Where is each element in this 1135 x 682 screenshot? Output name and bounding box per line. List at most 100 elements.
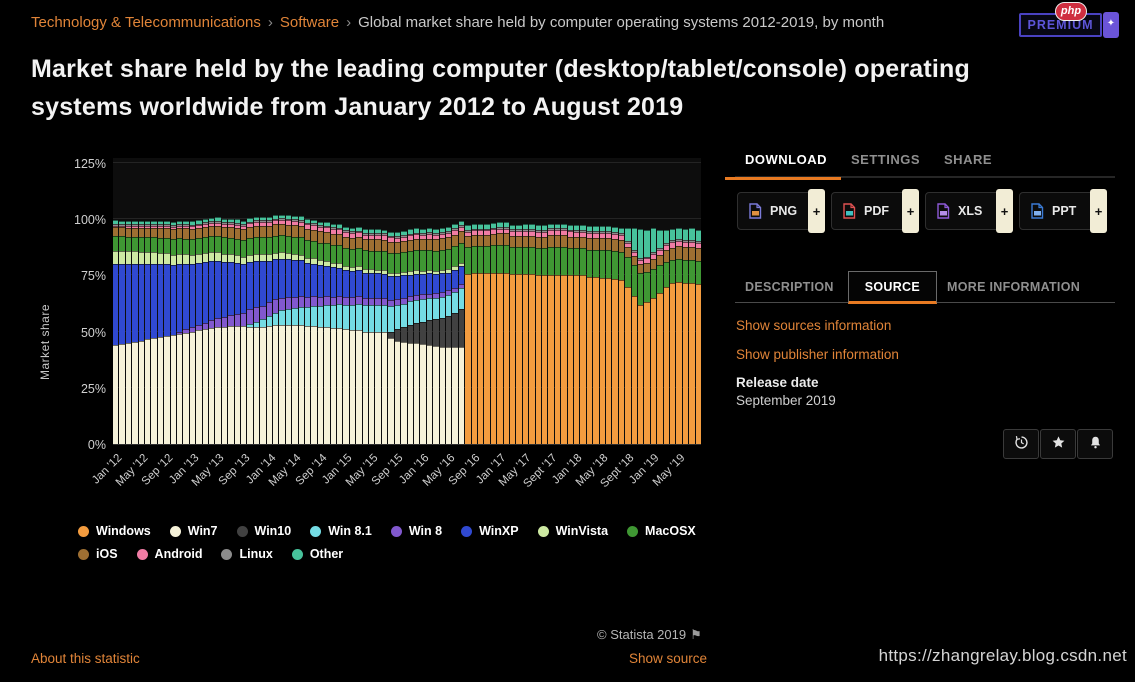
legend-item[interactable]: iOS [78,547,118,561]
month-bar[interactable] [445,158,452,444]
month-bar[interactable] [663,158,669,444]
month-bar[interactable] [151,158,157,444]
legend-item[interactable]: WinVista [537,524,608,538]
month-bar[interactable] [241,158,247,444]
month-bar[interactable] [324,158,330,444]
month-bar[interactable] [247,158,253,444]
month-bar[interactable] [381,158,388,444]
month-bar[interactable] [189,158,196,444]
month-bar[interactable] [433,158,439,444]
month-bar[interactable] [599,158,605,444]
month-bar[interactable] [682,158,689,444]
legend-item[interactable]: MacOSX [627,524,696,538]
month-bar[interactable] [138,158,144,444]
legend-item[interactable]: Win 8.1 [310,524,372,538]
month-bar[interactable] [209,158,215,444]
legend-item[interactable]: WinXP [461,524,519,538]
month-bar[interactable] [522,158,529,444]
flag-icon[interactable]: ⚑ [690,627,702,642]
month-bar[interactable] [113,158,119,444]
download-xls-button[interactable]: XLS + [925,189,1013,233]
month-bar[interactable] [529,158,535,444]
month-bar[interactable] [413,158,420,444]
month-bar[interactable] [170,158,177,444]
breadcrumb-item[interactable]: Technology & Telecommunications [31,14,261,31]
month-bar[interactable] [695,158,701,444]
month-bar[interactable] [541,158,548,444]
month-bar[interactable] [625,158,631,444]
month-bar[interactable] [202,158,209,444]
add-to-report-button[interactable]: + [808,189,825,233]
month-bar[interactable] [177,158,183,444]
month-bar[interactable] [285,158,292,444]
month-bar[interactable] [311,158,317,444]
month-bar[interactable] [535,158,541,444]
add-to-report-button[interactable]: + [902,189,919,233]
tab-share[interactable]: SHARE [944,152,993,167]
month-bar[interactable] [605,158,612,444]
legend-item[interactable]: Windows [78,524,151,538]
month-bar[interactable] [631,158,637,444]
legend-item[interactable]: Win10 [236,524,291,538]
month-bar[interactable] [669,158,676,444]
month-bar[interactable] [586,158,593,444]
month-bar[interactable] [580,158,586,444]
legend-item[interactable]: Linux [221,547,273,561]
month-bar[interactable] [497,158,503,444]
month-bar[interactable] [471,158,477,444]
month-bar[interactable] [401,158,407,444]
month-bar[interactable] [567,158,573,444]
month-bar[interactable] [145,158,151,444]
month-bar[interactable] [157,158,164,444]
month-bar[interactable] [509,158,516,444]
month-bar[interactable] [477,158,484,444]
month-bar[interactable] [573,158,580,444]
show-publisher-link[interactable]: Show publisher information [736,347,899,362]
month-bar[interactable] [125,158,132,444]
month-bar[interactable] [439,158,445,444]
bell-button[interactable] [1077,429,1113,459]
month-bar[interactable] [420,158,426,444]
premium-plus-icon[interactable]: ✦ [1103,12,1119,38]
download-png-button[interactable]: PNG + [737,189,825,233]
month-bar[interactable] [548,158,554,444]
month-bar[interactable] [266,158,273,444]
show-sources-link[interactable]: Show sources information [736,318,892,333]
month-bar[interactable] [119,158,125,444]
month-bar[interactable] [561,158,567,444]
month-bar[interactable] [253,158,260,444]
month-bar[interactable] [618,158,625,444]
month-bar[interactable] [298,158,305,444]
month-bar[interactable] [637,158,644,444]
month-bar[interactable] [234,158,241,444]
month-bar[interactable] [215,158,221,444]
month-bar[interactable] [689,158,695,444]
download-pdf-button[interactable]: PDF + [831,189,919,233]
show-source-link[interactable]: Show source [629,651,708,666]
month-bar[interactable] [228,158,234,444]
month-bar[interactable] [305,158,311,444]
month-bar[interactable] [183,158,189,444]
month-bar[interactable] [490,158,497,444]
month-bar[interactable] [657,158,663,444]
month-bar[interactable] [132,158,138,444]
month-bar[interactable] [343,158,349,444]
month-bar[interactable] [369,158,375,444]
breadcrumb-item[interactable]: Software [279,14,340,31]
month-bar[interactable] [196,158,202,444]
month-bar[interactable] [452,158,458,444]
month-bar[interactable] [465,158,471,444]
month-bar[interactable] [362,158,369,444]
month-bar[interactable] [503,158,509,444]
star-button[interactable] [1040,429,1076,459]
month-bar[interactable] [394,158,401,444]
month-bar[interactable] [650,158,657,444]
month-bar[interactable] [612,158,618,444]
tab-more-information[interactable]: MORE INFORMATION [947,280,1081,294]
month-bar[interactable] [317,158,324,444]
month-bar[interactable] [458,158,465,444]
about-statistic-link[interactable]: About this statistic [31,651,140,666]
month-bar[interactable] [292,158,298,444]
month-bar[interactable] [356,158,362,444]
month-bar[interactable] [644,158,650,444]
